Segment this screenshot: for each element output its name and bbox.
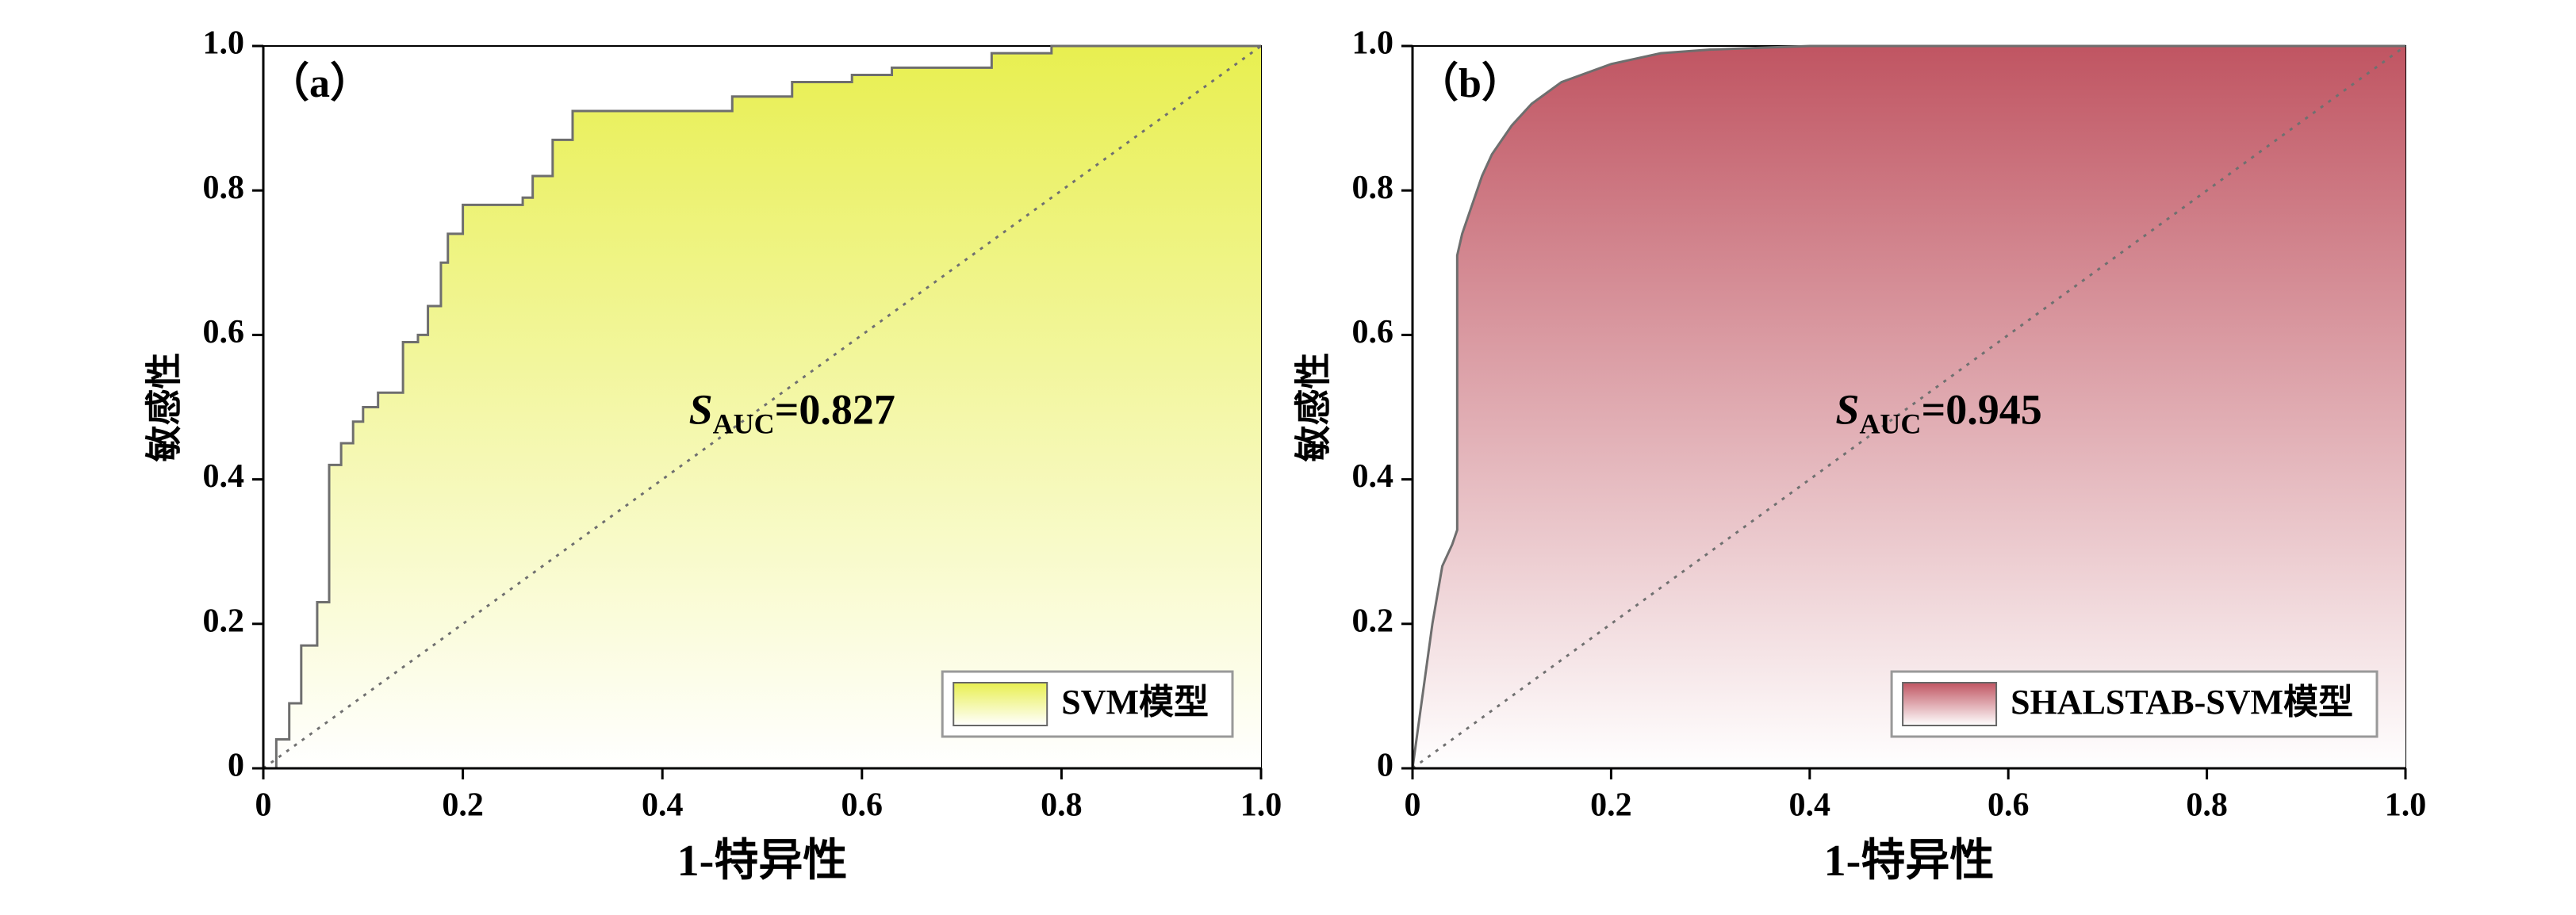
roc-area <box>1413 46 2405 768</box>
auc-symbol: S <box>1835 386 1859 434</box>
y-tick-label: 1.0 <box>1352 25 1394 62</box>
panel-title: （b） <box>1417 60 1523 106</box>
y-axis-label: 敏感性 <box>144 353 185 462</box>
x-tick-label: 1.0 <box>2385 787 2427 824</box>
x-tick-label: 0.8 <box>1041 787 1083 824</box>
x-tick-label: 0.2 <box>442 787 484 824</box>
legend-swatch <box>953 682 1048 726</box>
x-tick-label: 0.8 <box>2186 787 2228 824</box>
y-tick-label: 0.8 <box>1352 170 1394 206</box>
auc-symbol: S <box>689 386 713 434</box>
y-tick-label: 0.2 <box>1352 603 1394 639</box>
y-tick-label: 0 <box>228 748 244 784</box>
x-tick-label: 1.0 <box>1240 787 1282 824</box>
y-tick-label: 0.6 <box>1352 314 1394 350</box>
x-tick-label: 0 <box>255 787 272 824</box>
y-tick-label: 0 <box>1377 748 1393 784</box>
y-axis-label: 敏感性 <box>1294 353 1334 462</box>
auc-value: =0.945 <box>1921 386 2041 434</box>
roc-line <box>1411 44 2405 769</box>
y-tick-label: 1.0 <box>203 25 245 62</box>
auc-annotation: SAUC=0.827 <box>689 386 895 440</box>
x-tick-label: 0 <box>1405 787 1421 824</box>
panel-title: （a） <box>268 60 371 106</box>
auc-annotation: SAUC=0.945 <box>1835 386 2041 440</box>
legend-swatch <box>1902 682 1998 726</box>
auc-subscript: AUC <box>1859 408 1921 440</box>
roc-line <box>263 44 1261 770</box>
x-tick-label: 0.2 <box>1590 787 1632 824</box>
x-tick-label: 0.4 <box>1789 787 1831 824</box>
y-tick-label: 0.2 <box>203 603 245 639</box>
auc-subscript: AUC <box>713 408 775 440</box>
x-axis-label: 1-特异性 <box>677 837 848 886</box>
legend-label: SHALSTAB-SVM模型 <box>2011 683 2353 722</box>
x-tick-label: 0.4 <box>642 787 684 824</box>
y-tick-label: 0.4 <box>203 458 245 495</box>
legend-label: SVM模型 <box>1061 683 1209 722</box>
y-tick-label: 0.6 <box>203 314 245 350</box>
x-tick-label: 0.6 <box>841 787 884 824</box>
y-tick-label: 0.8 <box>203 170 245 206</box>
x-tick-label: 0.6 <box>1988 787 2030 824</box>
auc-value: =0.827 <box>775 386 895 434</box>
x-axis-label: 1-特异性 <box>1824 837 1995 886</box>
y-tick-label: 0.4 <box>1352 458 1394 495</box>
